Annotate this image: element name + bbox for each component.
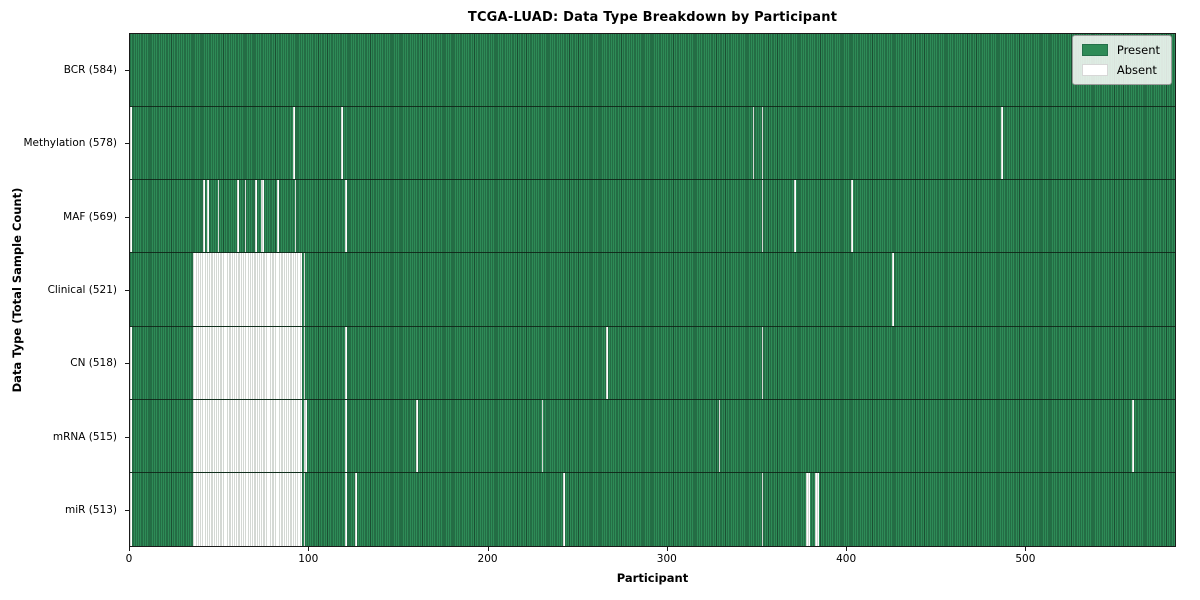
absent-marker	[237, 180, 240, 253]
legend: Present Absent	[1071, 35, 1172, 85]
x-tick-mark	[666, 547, 668, 551]
absent-marker	[817, 472, 819, 546]
absent-marker	[305, 399, 308, 472]
y-tick-label: Methylation (578)	[23, 137, 117, 150]
absent-marker	[255, 180, 258, 253]
y-tick-label: miR (513)	[64, 504, 117, 517]
y-tick-mark	[125, 216, 129, 218]
absent-marker	[341, 107, 343, 180]
absent-marker	[605, 326, 608, 399]
absent-marker	[761, 326, 764, 399]
absent-marker	[244, 180, 247, 253]
absent-marker	[294, 180, 297, 253]
absent-marker	[1132, 399, 1134, 472]
absent-marker	[262, 180, 265, 253]
x-tick-label: 500	[1015, 553, 1036, 565]
x-tick-label: 200	[477, 553, 498, 565]
absent-marker	[761, 107, 764, 180]
absent-marker	[806, 472, 809, 546]
absent-marker	[130, 107, 132, 180]
absent-marker	[344, 472, 347, 546]
heatmap-row-mir	[130, 472, 1175, 546]
absent-marker	[892, 253, 895, 326]
x-axis-title: Participant	[616, 571, 689, 585]
x-tick-label: 100	[298, 553, 319, 565]
absent-marker	[303, 326, 306, 399]
absent-marker	[793, 180, 796, 253]
absent-marker	[761, 472, 764, 546]
y-tick-mark	[125, 363, 129, 365]
y-tick-mark	[125, 436, 129, 438]
absent-marker	[344, 180, 347, 253]
plot-area	[129, 33, 1176, 547]
y-tick-mark	[125, 290, 129, 291]
x-tick-label: 0	[125, 553, 133, 565]
y-tick-label: Clinical (521)	[47, 284, 117, 296]
absent-marker	[344, 399, 347, 472]
heatmap-row-clinical	[130, 253, 1175, 327]
y-tick-label: MAF (569)	[63, 210, 117, 223]
absent-marker	[192, 326, 302, 399]
absent-marker	[416, 399, 419, 472]
y-tick-label: mRNA (515)	[52, 430, 117, 443]
absent-marker	[203, 180, 206, 253]
x-tick-label: 300	[656, 553, 677, 565]
absent-marker	[130, 399, 132, 472]
absent-marker	[192, 472, 302, 546]
legend-entry-present: Present	[1081, 43, 1160, 57]
absent-marker	[355, 472, 358, 546]
heatmap-row-bcr	[130, 34, 1175, 108]
legend-entry-absent: Absent	[1081, 63, 1160, 77]
x-tick-mark	[846, 547, 848, 551]
chart-title: TCGA-LUAD: Data Type Breakdown by Partic…	[467, 10, 838, 25]
heatmap-row-mrna	[130, 399, 1175, 473]
x-tick-mark	[1025, 547, 1027, 551]
x-tick-mark	[487, 547, 489, 551]
heatmap-row-maf	[130, 180, 1175, 254]
absent-marker	[206, 180, 209, 253]
y-tick-label: BCR (584)	[63, 63, 117, 76]
heatmap-row-methylation	[130, 107, 1175, 181]
absent-marker	[260, 180, 263, 253]
y-tick-mark	[125, 143, 129, 145]
legend-present-label: Present	[1116, 43, 1160, 57]
absent-marker	[344, 326, 347, 399]
absent-marker	[718, 399, 721, 472]
absent-marker	[303, 399, 306, 472]
absent-marker	[808, 472, 810, 546]
absent-marker	[752, 107, 755, 180]
legend-absent-swatch	[1081, 64, 1108, 76]
legend-absent-label: Absent	[1116, 63, 1157, 77]
y-tick-label: CN (518)	[70, 357, 117, 370]
x-tick-label: 400	[836, 553, 857, 565]
x-tick-mark	[129, 547, 130, 551]
absent-marker	[851, 180, 853, 253]
y-tick-mark	[125, 510, 129, 512]
absent-marker	[130, 472, 132, 546]
absent-marker	[303, 472, 306, 546]
absent-marker	[761, 180, 764, 253]
legend-present-swatch	[1081, 44, 1108, 56]
y-tick-mark	[125, 69, 129, 71]
absent-marker	[130, 180, 132, 253]
heatmap-row-cn	[130, 326, 1175, 400]
absent-marker	[292, 107, 295, 180]
absent-marker	[217, 180, 220, 253]
absent-marker	[1001, 107, 1004, 180]
y-axis-ticks: BCR (584) Methylation (578) MAF (569) Clini…	[0, 33, 129, 547]
x-tick-mark	[308, 547, 310, 551]
absent-marker	[541, 399, 544, 472]
x-axis-ticks: 0 100 200 300 400 500	[125, 547, 1176, 567]
absent-marker	[815, 472, 818, 546]
absent-marker	[276, 180, 279, 253]
absent-marker	[192, 399, 302, 472]
absent-marker	[563, 472, 565, 546]
absent-marker	[303, 253, 306, 326]
absent-marker	[192, 253, 302, 326]
absent-marker	[130, 326, 132, 399]
